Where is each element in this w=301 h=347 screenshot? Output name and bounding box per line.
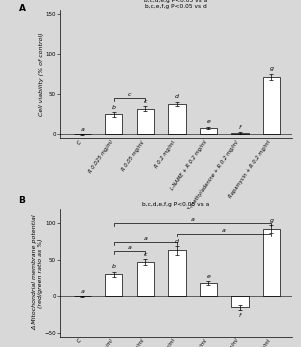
Y-axis label: Δ Mitochondrial membrane potential
(red/green ratio as %): Δ Mitochondrial membrane potential (red/… bbox=[32, 215, 43, 330]
Bar bbox=[168, 250, 185, 296]
Text: e: e bbox=[206, 274, 210, 279]
Title: b,c,d,e,f,g P<0.05 vs a: b,c,d,e,f,g P<0.05 vs a bbox=[142, 202, 210, 207]
Text: b: b bbox=[112, 105, 116, 110]
Bar bbox=[231, 296, 249, 307]
Y-axis label: Cell viability (% of control): Cell viability (% of control) bbox=[39, 33, 44, 116]
Text: b: b bbox=[112, 264, 116, 269]
Text: B: B bbox=[18, 196, 25, 205]
Bar bbox=[200, 283, 217, 296]
Text: a: a bbox=[143, 236, 147, 241]
Text: c: c bbox=[144, 99, 147, 104]
Bar bbox=[105, 115, 123, 134]
Bar bbox=[263, 229, 280, 296]
Text: a: a bbox=[128, 245, 132, 250]
Bar bbox=[263, 77, 280, 134]
Bar bbox=[231, 133, 249, 134]
Bar bbox=[137, 262, 154, 296]
Text: e: e bbox=[206, 119, 210, 125]
Bar bbox=[200, 128, 217, 134]
Text: a: a bbox=[191, 217, 194, 222]
Bar bbox=[137, 109, 154, 134]
Text: c: c bbox=[144, 252, 147, 257]
Title: b,c,d,e,g P<0.05 vs a
b,c,e,f,g P<0.05 vs d: b,c,d,e,g P<0.05 vs a b,c,e,f,g P<0.05 v… bbox=[144, 0, 208, 9]
Text: a: a bbox=[222, 228, 226, 232]
Bar bbox=[105, 274, 123, 296]
Text: g: g bbox=[269, 66, 274, 71]
Text: A: A bbox=[18, 4, 26, 13]
Text: g: g bbox=[269, 218, 274, 223]
Text: f: f bbox=[239, 125, 241, 130]
Text: a: a bbox=[80, 289, 84, 294]
Text: a: a bbox=[80, 127, 84, 132]
Text: d: d bbox=[175, 94, 179, 99]
Bar bbox=[168, 104, 185, 134]
Text: f: f bbox=[239, 313, 241, 318]
Text: d: d bbox=[175, 239, 179, 244]
Text: c: c bbox=[128, 92, 131, 97]
